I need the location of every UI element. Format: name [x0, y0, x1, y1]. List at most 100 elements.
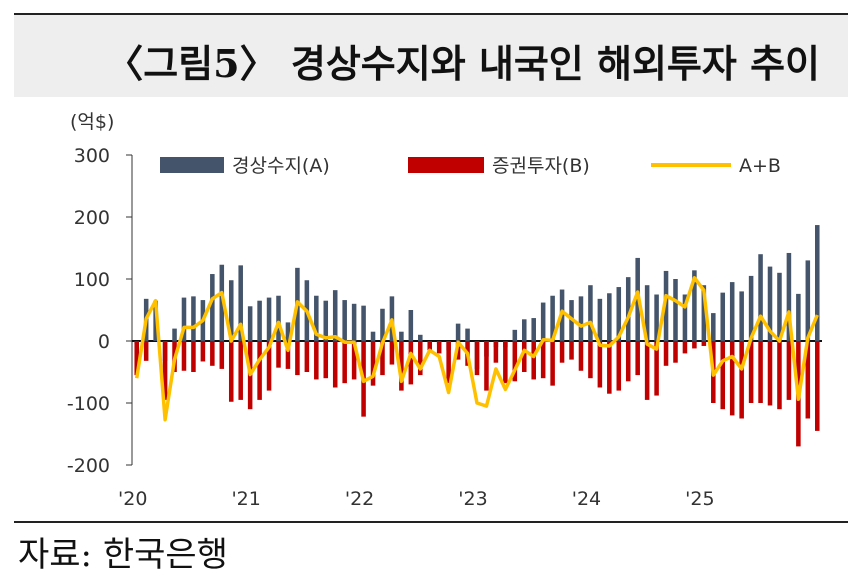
y-tick-label: 200 — [74, 207, 110, 229]
securities-bar — [191, 341, 196, 372]
securities-bar — [370, 341, 376, 386]
securities-bar — [692, 341, 697, 349]
current-account-bar — [540, 302, 546, 341]
current-account-bar — [796, 293, 801, 341]
current-account-bar — [380, 308, 385, 341]
securities-bar — [701, 341, 707, 346]
current-account-bar — [720, 292, 726, 341]
securities-bar — [569, 341, 574, 360]
legend-label-current-account: 경상수지(A) — [232, 155, 330, 177]
securities-bar — [531, 341, 536, 380]
current-account-bar — [219, 264, 225, 341]
current-account-bar — [285, 322, 291, 341]
securities-bar — [550, 341, 555, 386]
securities-bar — [635, 341, 640, 376]
securities-bar — [418, 341, 423, 376]
current-account-bar — [673, 279, 678, 341]
current-account-bar — [767, 266, 773, 341]
securities-bar — [786, 341, 792, 400]
securities-bar — [729, 341, 735, 416]
securities-bar — [295, 341, 300, 376]
securities-bar — [474, 341, 480, 376]
current-account-bar — [238, 265, 243, 341]
securities-bar — [578, 341, 584, 371]
sum-line — [134, 276, 819, 422]
securities-bar — [644, 341, 650, 400]
securities-bar — [484, 341, 489, 391]
legend-swatch-current-account — [160, 157, 224, 173]
securities-bar — [314, 341, 319, 380]
current-account-bar — [276, 295, 281, 341]
securities-bar — [323, 341, 329, 379]
x-tick-label: '20 — [118, 488, 147, 510]
legend-label-sum: A+B — [739, 155, 781, 177]
current-account-bar — [748, 275, 754, 341]
securities-bar — [285, 341, 291, 369]
securities-bar — [654, 341, 659, 396]
axis-lines — [131, 155, 822, 465]
securities-bar — [399, 341, 404, 391]
title-band: 〈그림5〉 경상수지와 내국인 해외투자 추이 — [14, 15, 848, 97]
securities-bar — [758, 341, 763, 403]
current-account-bar — [181, 297, 187, 341]
securities-bar — [266, 341, 272, 391]
current-account-bar — [588, 285, 593, 341]
current-account-bar — [531, 318, 536, 341]
current-account-bar — [550, 295, 555, 341]
securities-bar — [663, 341, 669, 366]
y-tick-label: -200 — [67, 455, 110, 477]
y-tick-label: -100 — [67, 393, 110, 415]
y-tick-label: 0 — [98, 331, 110, 353]
current-account-bar — [654, 294, 659, 341]
securities-bar — [616, 341, 622, 391]
securities-bar — [521, 341, 527, 372]
securities-bar — [588, 341, 593, 379]
securities-bar — [682, 341, 688, 354]
current-account-bar — [739, 291, 744, 341]
current-account-bar — [351, 303, 357, 341]
securities-bar — [512, 341, 518, 382]
securities-bar — [805, 341, 811, 419]
securities-bar — [493, 341, 499, 363]
current-account-bar — [512, 329, 518, 341]
current-account-bar — [663, 270, 669, 341]
securities-bar — [503, 341, 508, 384]
current-account-bar — [682, 294, 688, 341]
current-account-bar — [786, 252, 792, 341]
securities-bar — [777, 341, 782, 410]
securities-bar — [143, 341, 149, 361]
x-tick-label: '21 — [231, 488, 260, 510]
current-account-bar — [342, 300, 347, 341]
securities-bar — [436, 341, 442, 354]
current-account-bar — [625, 277, 631, 341]
y-tick-label: 300 — [74, 145, 110, 167]
securities-bar — [332, 341, 338, 388]
securities-bar — [720, 341, 726, 410]
securities-bar — [238, 341, 243, 400]
securities-bar — [625, 341, 631, 382]
x-axis: '20 '21 '22 '23 '24 '25 — [118, 488, 715, 510]
current-account-bar — [701, 285, 707, 341]
current-account-bar — [578, 296, 584, 341]
securities-bar — [200, 341, 206, 362]
current-account-bar — [408, 310, 414, 341]
y-tick-label: 100 — [74, 269, 110, 291]
current-account-bar — [266, 297, 272, 341]
current-account-bar — [644, 285, 650, 341]
securities-bar — [389, 341, 395, 365]
securities-bar — [673, 341, 678, 363]
securities-bar — [815, 341, 820, 431]
legend-swatch-securities — [408, 157, 484, 173]
x-tick-label: '23 — [458, 488, 487, 510]
current-account-bar — [399, 331, 404, 341]
top-rule — [14, 13, 848, 15]
securities-bar — [219, 341, 225, 369]
current-account-bar — [228, 280, 234, 341]
y-axis-unit-label: (억$) — [70, 111, 114, 133]
securities-bar — [540, 341, 546, 379]
securities-bar — [304, 341, 310, 372]
securities-bar — [257, 341, 262, 400]
securities-bar — [767, 341, 773, 406]
legend: 경상수지(A) 증권투자(B) A+B — [160, 155, 781, 177]
x-tick-label: '22 — [345, 488, 374, 510]
